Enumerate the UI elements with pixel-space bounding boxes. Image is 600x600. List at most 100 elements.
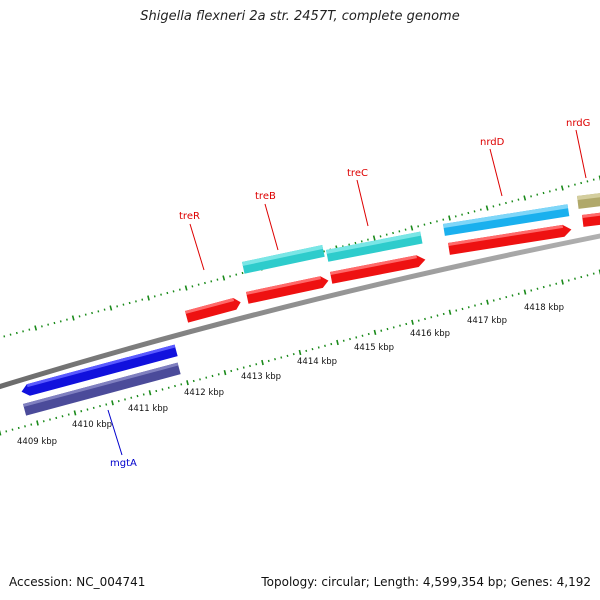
cds-nrdG-forward[interactable] (577, 192, 600, 209)
minor-tick (236, 368, 239, 371)
major-tick (111, 400, 114, 406)
minor-tick (191, 285, 194, 288)
minor-tick (66, 318, 68, 321)
cds-treB-forward[interactable] (241, 244, 325, 274)
outer-tick-ring (3, 175, 600, 338)
minor-tick (455, 309, 458, 312)
gene-label-nrdD[interactable]: nrdD (480, 137, 505, 148)
gene-label-treR[interactable]: treR (179, 211, 200, 222)
minor-tick (574, 183, 576, 186)
cds-nrdG-arrow[interactable] (582, 211, 600, 227)
scale-label: 4409 kbp (17, 437, 57, 447)
minor-tick (498, 203, 501, 206)
major-tick (0, 430, 2, 436)
gene-label-nrdG[interactable]: nrdG (566, 118, 590, 129)
major-tick (448, 309, 452, 315)
minor-tick (442, 312, 445, 316)
minor-tick (505, 296, 508, 299)
minor-tick (386, 327, 389, 331)
minor-tick (586, 180, 589, 183)
minor-tick (517, 292, 520, 295)
minor-tick (267, 359, 270, 363)
major-tick (222, 275, 226, 281)
minor-tick (555, 282, 558, 285)
minor-tick (467, 306, 470, 309)
major-tick (36, 420, 39, 426)
minor-tick (59, 320, 62, 323)
minor-tick (511, 294, 514, 297)
minor-tick (592, 272, 595, 275)
reverse-strand-features (185, 211, 600, 323)
minor-tick (324, 344, 326, 348)
cds-treC-arrow[interactable] (330, 254, 427, 284)
scale-label: 4413 kbp (241, 372, 281, 382)
minor-tick (274, 357, 276, 361)
major-tick (523, 195, 527, 201)
minor-tick (480, 302, 483, 305)
minor-tick (103, 308, 106, 311)
minor-tick (11, 428, 14, 431)
major-tick (73, 410, 77, 416)
cds-treB-arrow[interactable] (246, 275, 330, 304)
gene-label-mgtA[interactable]: mgtA (110, 458, 137, 469)
cds-treR-arrow[interactable] (185, 297, 242, 323)
minor-tick (3, 335, 6, 338)
minor-tick (580, 275, 583, 279)
minor-tick (380, 329, 383, 332)
minor-tick (9, 333, 12, 336)
minor-tick (398, 230, 401, 233)
cds-mgtA-arrow[interactable] (20, 344, 178, 398)
minor-tick (473, 210, 476, 213)
minor-tick (97, 310, 100, 313)
minor-tick (161, 388, 164, 391)
minor-tick (99, 404, 101, 408)
minor-tick (379, 235, 382, 238)
minor-tick (492, 205, 495, 208)
major-tick (261, 359, 264, 366)
minor-tick (430, 316, 433, 319)
minor-tick (136, 394, 139, 398)
minor-tick (429, 221, 432, 225)
minor-tick (241, 271, 244, 275)
minor-tick (542, 191, 545, 195)
minor-tick (124, 398, 126, 401)
minor-tick (549, 284, 551, 287)
minor-tick (479, 208, 482, 211)
minor-tick (47, 323, 50, 326)
minor-tick (204, 281, 206, 285)
cds-nrdD-arrow[interactable] (448, 224, 572, 255)
minor-tick (492, 299, 495, 302)
major-tick (298, 349, 302, 356)
treR-leader (189, 223, 205, 271)
scale-label: 4414 kbp (297, 357, 337, 367)
minor-tick (392, 326, 395, 329)
cds-treC-forward[interactable] (326, 231, 423, 262)
cds-mgtA-block[interactable] (23, 362, 181, 416)
gene-label-treB[interactable]: treB (255, 191, 276, 202)
scale-label: 4418 kbp (524, 303, 564, 313)
minor-tick (55, 416, 58, 420)
minor-tick (467, 211, 470, 215)
major-tick (34, 325, 38, 331)
minor-tick (167, 386, 170, 389)
major-tick (148, 390, 152, 396)
cds-nrdD-forward[interactable] (443, 204, 570, 236)
inner-tick-ring (0, 269, 600, 436)
gene-label-treC[interactable]: treC (347, 168, 368, 179)
minor-tick (174, 384, 176, 388)
minor-tick (555, 188, 558, 191)
minor-tick (22, 330, 24, 333)
minor-tick (197, 283, 200, 286)
minor-tick (567, 279, 570, 282)
minor-tick (499, 297, 501, 301)
minor-tick (311, 347, 314, 351)
minor-tick (242, 366, 245, 369)
minor-tick (80, 410, 83, 413)
major-tick (372, 235, 376, 241)
minor-tick (354, 241, 357, 245)
minor-tick (511, 200, 514, 203)
minor-tick (342, 339, 345, 342)
minor-tick (24, 425, 26, 428)
minor-tick (330, 342, 333, 346)
scale-label: 4412 kbp (184, 388, 224, 398)
